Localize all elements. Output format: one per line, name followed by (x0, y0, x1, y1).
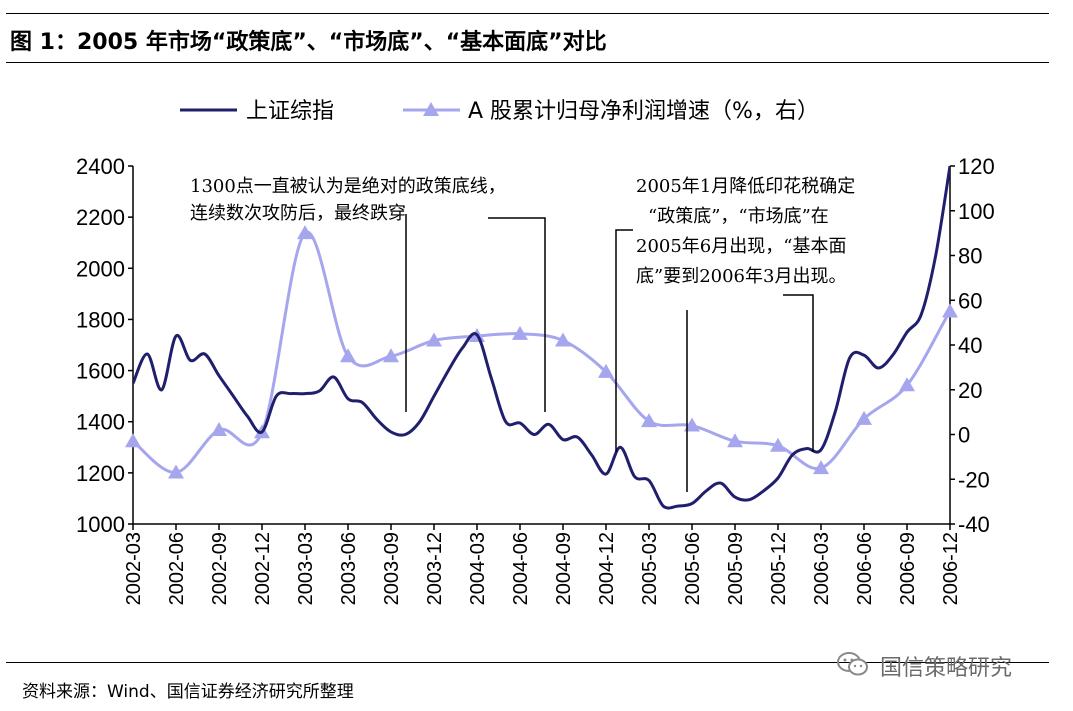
wechat-icon (837, 652, 868, 676)
annotation-bottoms-text: 2005年6月出现，“基本面 (636, 236, 846, 257)
legend-profit-marker (423, 102, 439, 116)
x-tick-label: 2002-12 (252, 532, 274, 605)
right-tick-label: 120 (958, 154, 995, 179)
left-tick-label: 1200 (76, 461, 125, 486)
profit-growth-marker (125, 433, 141, 448)
bottom-rule (6, 662, 1049, 663)
left-tick-label: 1600 (76, 359, 125, 384)
right-tick-label: -40 (958, 512, 990, 537)
profit-growth-marker (899, 377, 915, 392)
right-tick-label: 20 (958, 378, 982, 403)
annotation-policy-text: 1300点一直被认为是绝对的政策底线， (190, 176, 506, 197)
profit-growth-marker (555, 332, 571, 347)
left-tick-label: 1000 (76, 512, 125, 537)
left-tick-label: 2200 (76, 205, 125, 230)
watermark: 国信策略研究 (836, 648, 1046, 682)
profit-growth-marker (598, 363, 614, 378)
x-tick-label: 2004-09 (553, 532, 575, 605)
annotation-bottoms-text: 2005年1月降低印花税确定 (636, 176, 855, 197)
x-tick-label: 2006-03 (811, 532, 833, 605)
profit-growth-marker (684, 417, 700, 432)
x-tick-label: 2004-12 (596, 532, 618, 605)
x-tick-label: 2004-06 (510, 532, 532, 605)
title-rule (6, 62, 1049, 63)
left-tick-label: 2000 (76, 256, 125, 281)
left-tick-label: 1400 (76, 410, 125, 435)
annotation-leader-line (783, 294, 814, 452)
x-tick-label: 2004-03 (467, 532, 489, 605)
annotation-bottoms-text: “政策底”，“市场底”在 (648, 206, 829, 227)
annotation-leader-line (488, 217, 546, 412)
right-tick-label: 80 (958, 244, 982, 269)
profit-growth-line (133, 230, 950, 474)
profit-growth-marker (168, 464, 184, 479)
x-tick-label: 2005-03 (639, 532, 661, 605)
annotation-bottoms-text: 底”要到2006年3月出现。 (636, 266, 846, 287)
chart: 1000 1200 1400 1600 1800 2000 2200 2400 -40 -20 0 2… (76, 99, 995, 605)
x-tick-label: 2006-12 (940, 532, 962, 605)
profit-growth-marker (340, 348, 356, 363)
profit-growth-marker (383, 348, 399, 363)
x-tick-label: 2003-03 (295, 532, 317, 605)
profit-growth-marker (942, 303, 958, 318)
right-tick-label: -20 (958, 467, 990, 492)
profit-growth-marker (856, 410, 872, 425)
right-tick-label: 60 (958, 288, 982, 313)
x-tick-label: 2002-03 (123, 532, 145, 605)
left-tick-label: 1800 (76, 307, 125, 332)
x-tick-label: 2006-06 (854, 532, 876, 605)
right-tick-label: 40 (958, 333, 982, 358)
x-tick-label: 2002-06 (166, 532, 188, 605)
profit-growth-marker (770, 437, 786, 452)
watermark-text: 国信策略研究 (880, 656, 1013, 681)
profit-growth-marker (641, 413, 657, 428)
annotation-policy-text: 连续数次攻防后，最终跌穿 (190, 203, 406, 224)
profit-growth-marker (512, 325, 528, 340)
profit-growth-marker (297, 225, 313, 240)
left-tick-label: 2400 (76, 154, 125, 179)
x-tick-label: 2005-12 (768, 532, 790, 605)
profit-growth-marker (727, 433, 743, 448)
x-tick-label: 2005-09 (725, 532, 747, 605)
x-tick-label: 2003-09 (381, 532, 403, 605)
profit-growth-marker (211, 422, 227, 437)
profit-growth-marker (426, 332, 442, 347)
legend-index-label: 上证综指 (246, 99, 334, 124)
x-tick-label: 2006-09 (897, 532, 919, 605)
profit-growth-marker (813, 460, 829, 475)
source-note: 资料来源：Wind、国信证券经济研究所整理 (22, 682, 354, 702)
x-tick-label: 2003-06 (338, 532, 360, 605)
index-line (133, 165, 950, 510)
x-tick-label: 2005-06 (682, 532, 704, 605)
legend-profit-label: A 股累计归母净利润增速（%，右） (468, 99, 819, 124)
x-tick-label: 2002-09 (209, 532, 231, 605)
figure-title: 图 1：2005 年市场“政策底”、“市场底”、“基本面底”对比 (10, 30, 607, 55)
right-tick-label: 100 (958, 199, 995, 224)
x-tick-label: 2003-12 (424, 532, 446, 605)
top-rule (6, 13, 1049, 14)
right-tick-label: 0 (958, 423, 970, 448)
annotation-leader-line (615, 229, 633, 452)
